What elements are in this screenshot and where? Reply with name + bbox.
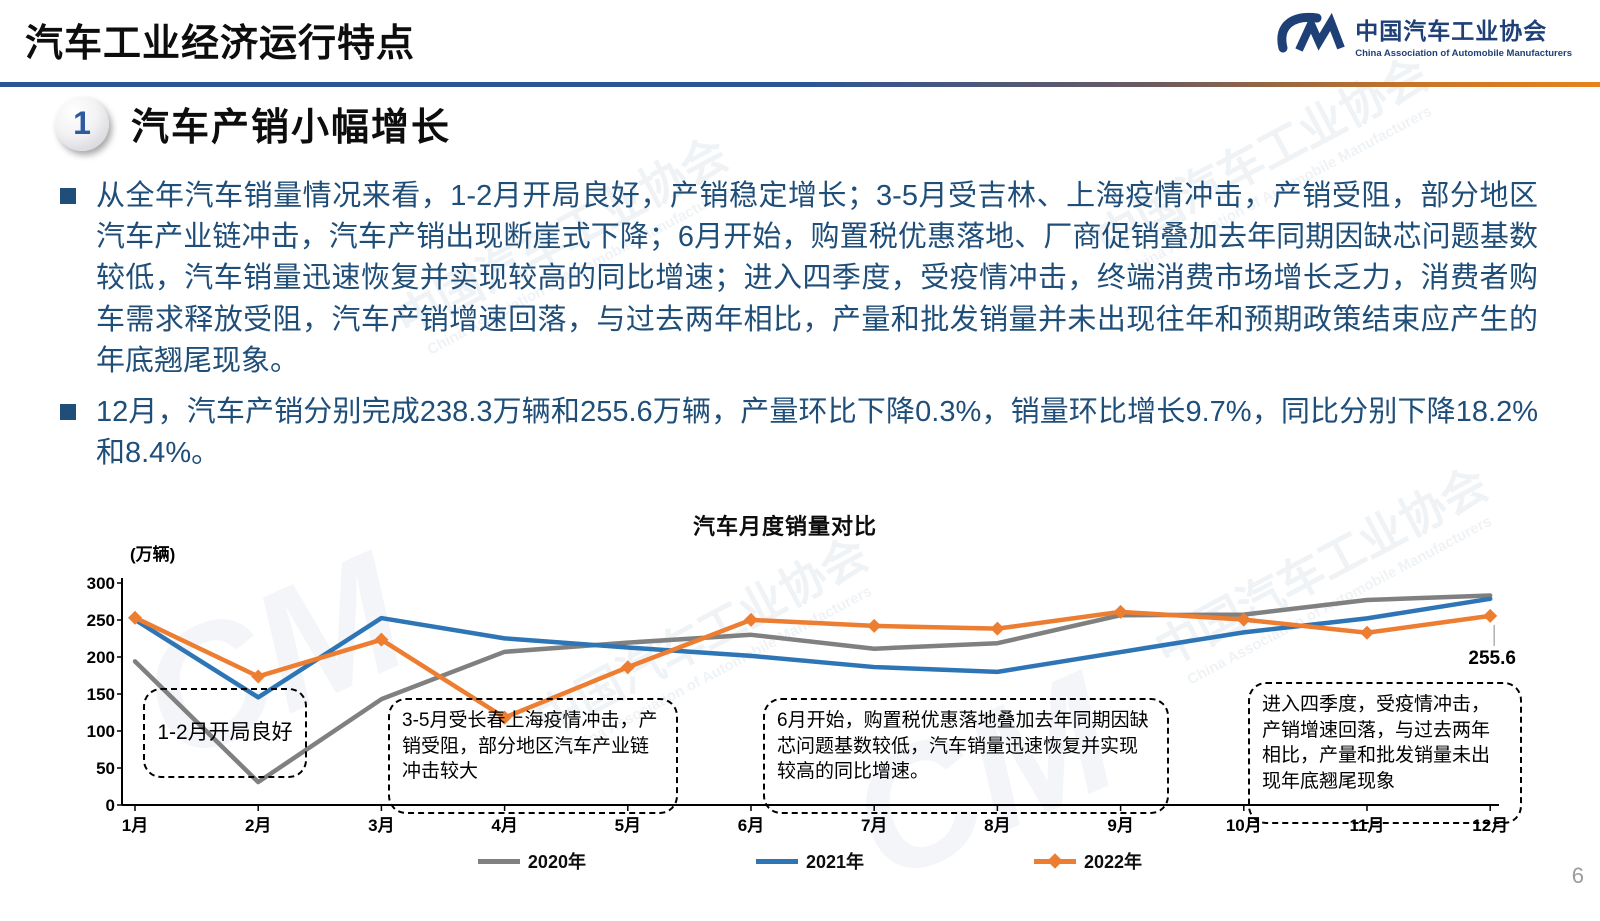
series-line-2021年 [132,596,1493,700]
header-divider [0,82,1600,87]
x-tick-label: 7月 [861,816,887,835]
y-tick-label: 200 [87,648,115,667]
caam-logo: 中国汽车工业协会 China Association of Automobile… [1273,10,1572,61]
x-tick-label: 8月 [984,816,1010,835]
x-tick-label: 2月 [245,816,271,835]
page-title: 汽车工业经济运行特点 [25,23,416,65]
x-tick-label: 5月 [615,816,641,835]
section-title: 汽车产销小幅增长 [131,107,452,149]
series-marker-2022年 [251,669,266,684]
legend-item-2021: 2021年 [755,848,865,874]
y-tick-label: 250 [87,611,115,630]
legend-item-2020: 2020年 [477,848,586,874]
series-marker-2022年 [128,610,142,625]
chart-legend: 2020年 2021年 2022年 [85,848,1535,874]
legend-swatch-2020 [477,858,520,864]
bullet-list: 从全年汽车销量情况来看，1-2月开局良好，产销稳定增长；3-5月受吉林、上海疫情… [60,176,1538,484]
logo-name-en: China Association of Automobile Manufact… [1355,48,1572,59]
x-tick-label: 12月 [1472,816,1508,835]
x-tick-label: 4月 [491,816,517,835]
end-data-label: 255.6 [1468,648,1516,669]
chart-canvas: (万辆) 0 50 100 150 200 250 300 1月 2月 3月 4月 5月 6月 7月 8月 9月… [87,544,1516,835]
legend-swatch-2022 [1034,853,1077,869]
y-tick-label: 50 [96,759,115,778]
legend-label: 2021年 [805,852,865,872]
y-tick-label: 100 [87,722,115,741]
logo-name-cn: 中国汽车工业协会 [1355,18,1548,44]
x-tick-label: 6月 [738,816,764,835]
series-marker-2022年 [1236,612,1251,627]
series-marker-2022年 [744,612,758,627]
legend-item-2022: 2022年 [1034,848,1142,874]
chart-annotation: 6月开始，购置税优惠落地叠加去年同期因缺芯问题基数较低，汽车销量迅速恢复并实现较… [763,698,1169,814]
chart-annotation: 3-5月受长春上海疫情冲击，产销受阻，部分地区汽车产业链冲击较大 [388,698,678,814]
bullet-square-icon [60,188,76,204]
y-tick-label: 300 [87,574,115,593]
chart-annotation: 1-2月开局良好 [143,688,307,778]
bullet-item: 从全年汽车销量情况来看，1-2月开局良好，产销稳定增长；3-5月受吉林、上海疫情… [60,176,1538,382]
x-tick-label: 3月 [368,816,394,835]
series-marker-2022年 [990,621,1005,636]
y-axis-unit-label: (万辆) [130,544,175,564]
bullet-square-icon [60,403,76,420]
series-line-2022年 [132,609,1493,720]
series-line-2020年 [132,593,1493,785]
monthly-sales-line-chart: (万辆) 0 50 100 150 200 250 300 1月 2月 3月 4月 5月 6月 7月 8月 9月… [85,540,1535,890]
caam-logo-mark-icon [1273,10,1345,61]
x-tick-label: 9月 [1107,816,1133,835]
series-marker-2022年 [620,660,635,675]
y-tick-label: 150 [87,685,115,704]
bullet-text: 12月，汽车产销分别完成238.3万辆和255.6万辆，产量环比下降0.3%，销… [96,395,1538,470]
section-heading: 1 汽车产销小幅增长 [55,96,451,151]
chart-title: 汽车月度销量对比 [692,514,877,539]
x-tick-label: 10月 [1226,816,1262,835]
x-tick-label: 1月 [122,816,148,835]
legend-label: 2022年 [1084,852,1143,872]
bullet-item: 12月，汽车产销分别完成238.3万辆和255.6万辆，产量环比下降0.3%，销… [60,392,1538,474]
series-marker-2022年 [867,618,882,633]
series-marker-2022年 [497,710,512,725]
series-marker-2022年 [1113,604,1128,619]
series-marker-2022年 [1483,608,1498,623]
legend-label: 2020年 [527,852,586,872]
bullet-text: 从全年汽车销量情况来看，1-2月开局良好，产销稳定增长；3-5月受吉林、上海疫情… [96,180,1538,377]
x-tick-label: 11月 [1350,816,1385,835]
series-marker-2022年 [1360,625,1374,640]
y-tick-label: 0 [106,796,115,815]
series-marker-2022年 [374,632,389,647]
section-number-badge: 1 [55,96,109,151]
page-number: 6 [1571,863,1584,888]
chart-annotation: 进入四季度，受疫情冲击，产销增速回落，与过去两年相比，产量和批发销量未出现年底翘… [1248,682,1522,824]
legend-swatch-2021 [755,858,798,864]
